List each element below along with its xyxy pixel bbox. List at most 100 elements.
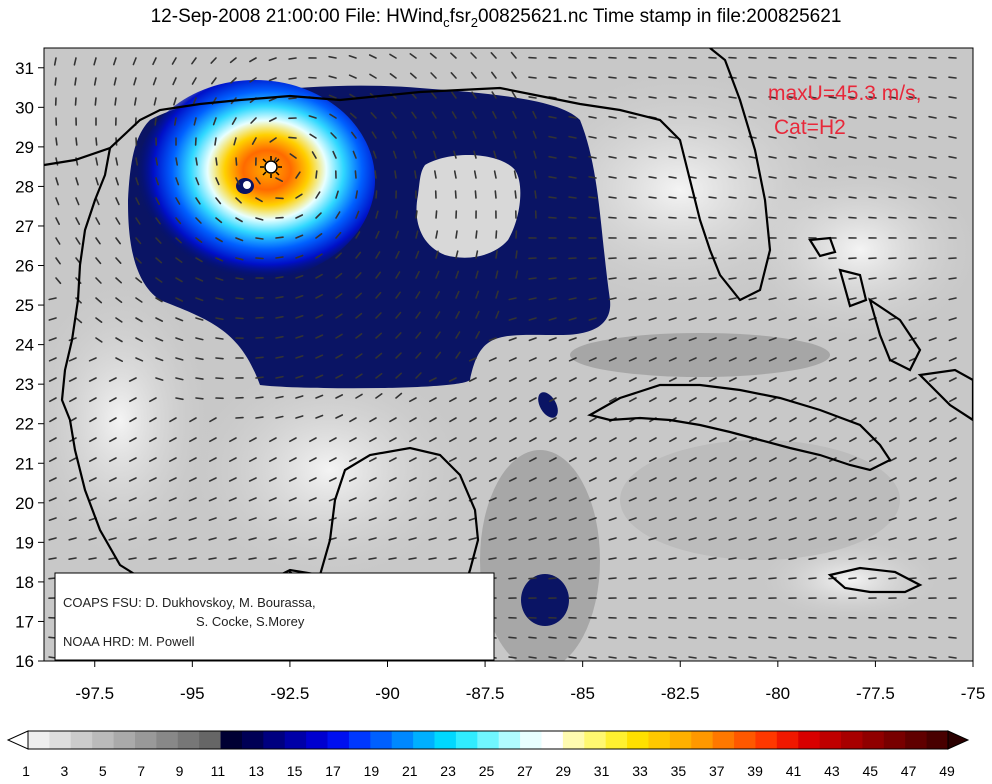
wind-vector [508,577,517,580]
wind-vector [453,150,457,159]
wind-vector [528,357,537,362]
wind-vector [329,113,337,119]
wind-vector [548,216,557,219]
wind-vector [568,337,577,342]
wind-vector [928,216,937,219]
shading-blob [620,440,900,560]
wind-vector [275,295,284,299]
wind-vector [88,357,97,362]
wind-vector [728,636,737,639]
wind-vector [135,217,141,225]
wind-vector [335,414,344,419]
wind-vector [728,577,737,580]
wind-vector [668,115,677,119]
wind-vector [348,457,357,463]
wind-vector [475,310,480,319]
wind-vector [928,277,937,280]
wind-vector [68,477,77,482]
wind-vector [332,150,337,159]
wind-vector [409,417,417,423]
wind-vector [808,397,817,403]
wind-vector [628,216,637,219]
wind-vector [668,216,677,219]
wind-vector [588,317,597,321]
wind-vector [648,96,657,99]
wind-vector [210,57,217,64]
y-tick-label: 21 [15,454,34,473]
wind-vector [928,497,937,502]
wind-vector [568,216,577,219]
wind-vector [268,537,277,541]
colorbar-label: 19 [364,763,380,779]
wind-vector [68,537,77,541]
wind-vector [668,497,677,502]
wind-vector [389,73,397,79]
wind-vector [648,357,657,362]
wind-vector [908,477,917,482]
wind-vector [828,196,837,199]
wind-vector [788,357,797,362]
colorbar-swatch [734,731,756,749]
wind-vector [728,297,737,301]
wind-vector [708,357,717,362]
wind-vector [215,337,224,340]
wind-vector [411,111,417,119]
wind-vector [588,537,597,541]
wind-vector [249,77,257,83]
wind-vector [473,150,477,159]
wind-vector [148,537,157,541]
wind-vector [455,270,460,279]
wind-vector [568,457,577,463]
wind-vector [335,394,344,399]
wind-vector [728,457,737,463]
storm-core [135,80,375,280]
wind-vector [115,357,123,363]
wind-vector [288,136,297,139]
wind-vector [868,76,877,79]
x-tick-label: -87.5 [466,684,505,703]
wind-vector [628,115,637,119]
wind-vector [688,537,697,541]
coastline-bahamas [808,236,973,422]
wind-vector [948,155,957,159]
wind-vector [88,377,97,382]
wind-vector [488,397,497,403]
wind-vector [648,457,657,463]
wind-vector [515,270,519,279]
wind-vector [668,656,677,659]
wind-vector [528,477,537,482]
wind-vector [335,373,344,379]
wind-vector [708,176,717,179]
wind-vector [532,110,537,119]
wind-vector [215,177,220,186]
wind-vector [828,656,837,659]
y-tick-label: 17 [15,612,34,631]
wind-vector [409,53,417,59]
wind-vector [95,217,101,225]
wind-vector [369,417,377,423]
wind-vector [209,457,217,463]
wind-vector [928,115,937,119]
wind-vector [548,155,557,159]
wind-vector [451,91,457,99]
wind-vector [108,497,117,502]
wind-vector [229,457,237,463]
wind-vector [308,115,317,119]
wind-vector [788,656,797,659]
wind-vector [768,577,777,580]
y-tick-label: 23 [15,375,34,394]
colorbar-swatch [70,731,93,749]
wind-vector [492,130,497,139]
wind-vector [435,210,438,219]
wind-vector [668,317,677,321]
wind-vector [455,290,460,299]
wind-vector [568,577,577,580]
wind-vector [908,96,917,99]
wind-vector [475,270,479,279]
wind-vector [748,457,757,463]
wind-vector [288,457,297,463]
wind-vector [808,196,817,199]
wind-vector [428,457,437,463]
wind-vector [688,317,697,321]
x-tick-label: -75 [961,684,986,703]
